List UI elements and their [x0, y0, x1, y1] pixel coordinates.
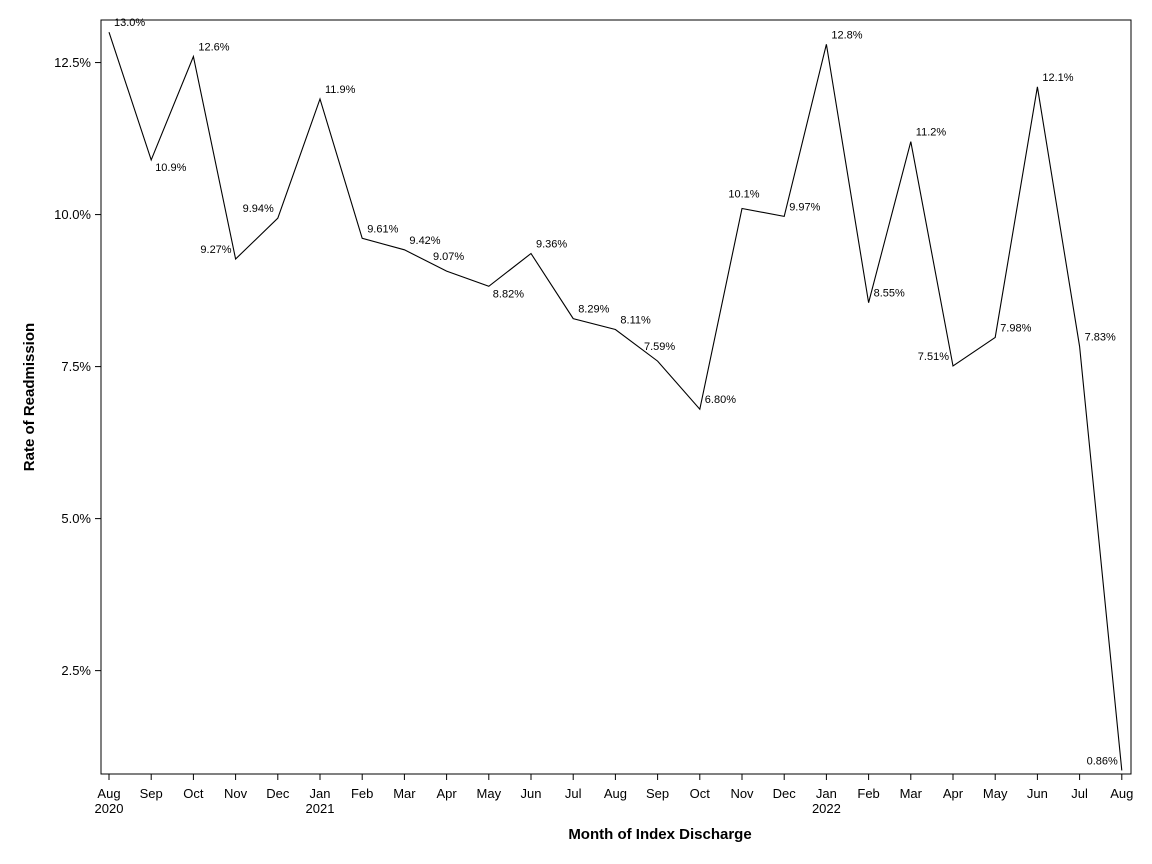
data-label: 9.07%: [433, 251, 464, 263]
data-label: 9.42%: [409, 235, 440, 247]
x-tick-label: Dec: [773, 786, 797, 801]
data-label: 8.11%: [620, 315, 651, 327]
x-tick-label: Nov: [224, 786, 248, 801]
data-label: 9.94%: [243, 203, 274, 215]
data-label: 7.59%: [644, 341, 675, 353]
x-tick-label: Feb: [351, 786, 373, 801]
series-layer: [108, 32, 1123, 771]
data-label: 7.51%: [918, 351, 949, 363]
y-tick-label: 7.5%: [61, 359, 91, 374]
x-tick-label: Aug: [97, 786, 120, 801]
x-tick-label: Oct: [183, 786, 204, 801]
x-tick-label: May: [983, 786, 1008, 801]
data-label: 8.29%: [578, 304, 609, 316]
data-label: 9.61%: [367, 223, 398, 235]
data-label: 9.36%: [536, 239, 567, 251]
y-axis: 2.5% 5.0% 7.5% 10.0% 12.5%: [54, 55, 101, 678]
data-label: 8.82%: [493, 288, 524, 300]
x-year-label: 2020: [95, 801, 124, 816]
x-axis-title: Month of Index Discharge: [568, 826, 751, 843]
y-axis-title: Rate of Readmission: [21, 323, 38, 471]
data-label: 6.80%: [705, 394, 736, 406]
x-tick-label: Mar: [900, 786, 923, 801]
x-axis: Aug Sep Oct Nov Dec Jan Feb Mar Apr May Jun Jul Aug S…: [95, 774, 1133, 816]
x-tick-label: Jan: [310, 786, 331, 801]
x-tick-label: Mar: [393, 786, 416, 801]
x-tick-label: Oct: [690, 786, 711, 801]
data-label: 11.2%: [916, 127, 947, 139]
data-label: 0.86%: [1087, 755, 1118, 767]
y-tick-label: 2.5%: [61, 663, 91, 678]
data-label: 7.98%: [1000, 322, 1031, 334]
y-tick-label: 10.0%: [54, 207, 91, 222]
data-label: 10.1%: [728, 189, 759, 201]
x-tick-label: Apr: [943, 786, 964, 801]
x-tick-label: Sep: [646, 786, 669, 801]
plot-area: [100, 19, 1132, 775]
x-tick-label: Jun: [1027, 786, 1048, 801]
y-tick-label: 12.5%: [54, 55, 91, 70]
data-label: 7.83%: [1085, 332, 1116, 344]
data-label: 8.55%: [874, 288, 905, 300]
x-tick-label: Jun: [521, 786, 542, 801]
x-tick-label: Aug: [1110, 786, 1133, 801]
data-labels-layer: 13.0% 10.9% 12.6% 9.27% 9.94% 11.9% 9.61% 9.42%…: [114, 17, 1118, 767]
x-tick-label: Jul: [565, 786, 582, 801]
x-tick-label: May: [477, 786, 502, 801]
x-tick-label: Dec: [266, 786, 290, 801]
x-tick-label: Nov: [730, 786, 754, 801]
y-tick-label: 5.0%: [61, 511, 91, 526]
data-label: 12.6%: [198, 42, 229, 54]
x-year-label: 2022: [812, 801, 841, 816]
data-label: 9.97%: [789, 201, 820, 213]
series-line: [108, 32, 1123, 771]
x-year-label: 2021: [306, 801, 335, 816]
x-tick-label: Apr: [436, 786, 457, 801]
data-label: 10.9%: [155, 162, 186, 174]
x-tick-label: Sep: [140, 786, 163, 801]
data-label: 13.0%: [114, 17, 145, 29]
data-label: 12.8%: [831, 29, 862, 41]
x-tick-label: Aug: [604, 786, 627, 801]
x-tick-label: Jul: [1071, 786, 1088, 801]
plot-frame: [100, 19, 1132, 775]
data-label: 9.27%: [200, 244, 231, 256]
data-label: 12.1%: [1042, 72, 1073, 84]
data-label: 11.9%: [325, 84, 356, 96]
x-tick-label: Jan: [816, 786, 837, 801]
x-tick-label: Feb: [857, 786, 879, 801]
